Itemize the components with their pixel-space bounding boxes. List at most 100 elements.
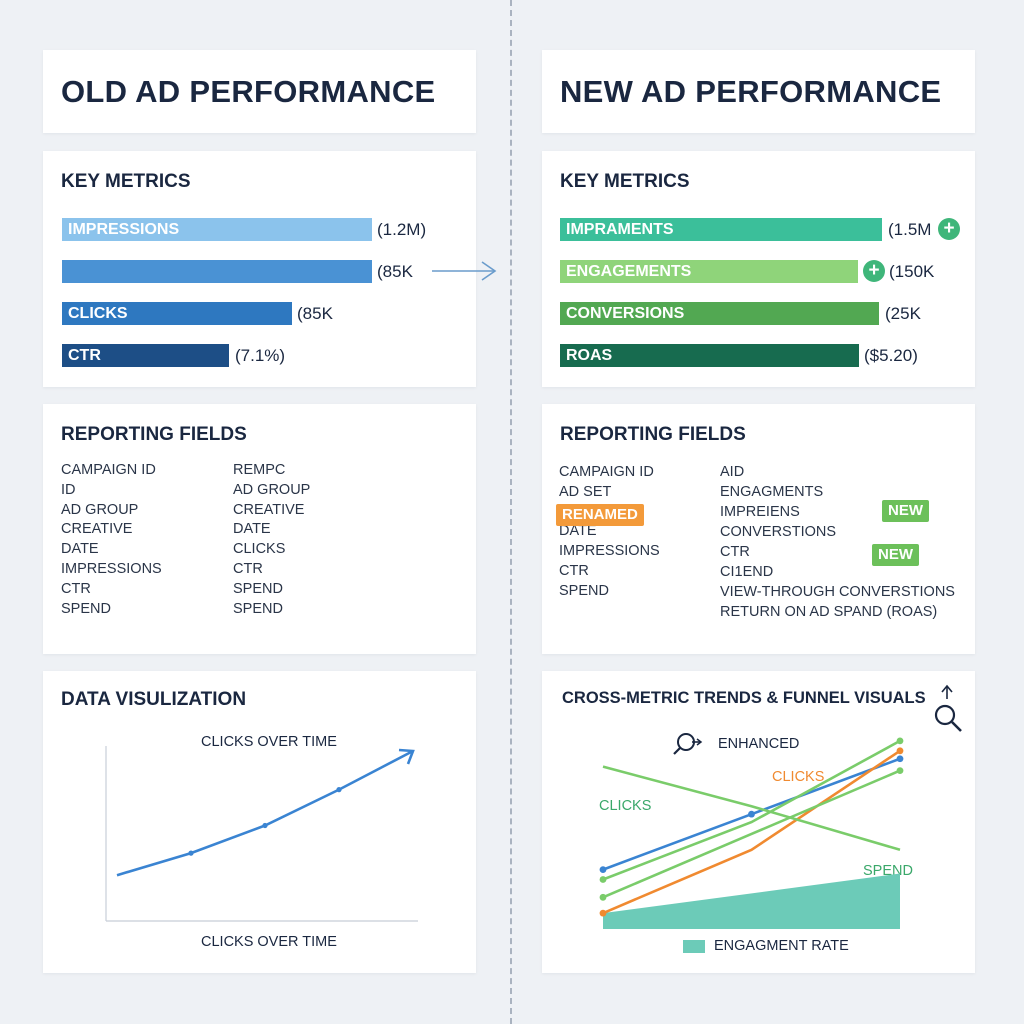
new-field-item: AD SET [559, 483, 612, 500]
new-bar-label: CONVERSIONS [566, 305, 685, 322]
old-field-item: CAMPAIGN ID [61, 462, 156, 478]
old-field-item: AD GROUP [61, 501, 139, 518]
new-bar-value: (25K [885, 304, 921, 323]
old-bar-ctr[interactable]: CTR [62, 344, 229, 367]
old-title-card: OLD AD PERFORMANCE [43, 50, 476, 133]
new-field-item: AID [720, 464, 745, 480]
new-field-item: SPEND [559, 582, 609, 599]
old-field-item: DATE [61, 541, 99, 558]
new-reporting-fields-heading: REPORTING FIELDS [560, 424, 746, 445]
new-field-item: CTR [720, 544, 750, 560]
new-bar-label: IMPRAMENTS [566, 221, 674, 238]
old-bar-impressions[interactable]: IMPRESSIONS [62, 218, 372, 241]
new-bar-label: ROAS [566, 347, 613, 364]
old-bar-label: CLICKS [68, 305, 128, 322]
enhanced-search-icon [673, 733, 703, 755]
old-bar-value: (7.1%) [235, 346, 286, 365]
old-page-title: OLD AD PERFORMANCE [61, 74, 436, 109]
new-field-item: ENGAGMENTS [720, 484, 824, 500]
old-field-item: SPEND [233, 580, 283, 597]
new-page-title: NEW AD PERFORMANCE [560, 74, 942, 109]
old-field-item: CLICKS [233, 541, 286, 558]
old-field-item: CTR [233, 561, 263, 577]
green-line-up [602, 739, 901, 881]
old-chart-x-label: CLICKS OVER TIME [201, 934, 337, 950]
renamed-tag: RENAMED [556, 504, 644, 526]
old-line-chart [105, 746, 418, 922]
new-field-item: CAMPAIGN ID [559, 464, 654, 480]
old-key-metrics-card: KEY METRICS IMPRESSIONS (1.2M) (85K CLIC… [43, 151, 476, 387]
old-field-item: SPEND [233, 600, 283, 617]
old-key-metrics-heading: KEY METRICS [61, 171, 191, 192]
center-divider [510, 0, 512, 1024]
data-point [599, 866, 607, 873]
data-point [599, 876, 607, 883]
new-key-metrics-heading: KEY METRICS [560, 171, 690, 192]
series-label-spend: SPEND [863, 863, 913, 879]
old-bar-value: (1.2M) [377, 220, 427, 239]
data-point [188, 850, 194, 856]
new-field-item: CI1END [720, 564, 774, 580]
new-field-item: VIEW-THROUGH CONVERSTIONS [720, 584, 955, 600]
new-bar-value: (150K [889, 262, 935, 281]
data-point [336, 787, 342, 793]
data-point [748, 810, 755, 818]
zoom-search-icon[interactable] [542, 671, 975, 973]
data-point [896, 755, 904, 763]
plus-circle-icon[interactable]: + [938, 218, 960, 240]
new-bar-conversions[interactable]: CONVERSIONS [560, 302, 879, 325]
clicks-line [116, 749, 414, 877]
old-reporting-fields-heading: REPORTING FIELDS [61, 424, 247, 445]
new-tag: NEW [882, 500, 929, 522]
engagement-rate-area [603, 873, 900, 929]
old-field-item: DATE [233, 521, 271, 538]
new-bar-impraments[interactable]: IMPRAMENTS [560, 218, 882, 241]
data-point [599, 893, 607, 901]
old-data-visualization-heading: DATA VISULIZATION [61, 689, 247, 710]
clicks-orange-line [602, 749, 901, 915]
old-bar-label: CTR [68, 347, 101, 364]
spend-line [602, 765, 901, 852]
new-bar-label: ENGAGEMENTS [566, 263, 692, 280]
old-chart-title: CLICKS OVER TIME [201, 734, 337, 750]
old-bar-label: IMPRESSIONS [68, 221, 180, 238]
plus-circle-icon[interactable]: + [863, 260, 885, 282]
new-key-metrics-card: KEY METRICS IMPRAMENTS (1.5M + ENGAGEMEN… [542, 151, 975, 387]
green-line-mid [602, 769, 901, 899]
data-point [262, 822, 268, 829]
new-data-visualization-heading: CROSS-METRIC TRENDS & FUNNEL VISUALS [562, 689, 926, 707]
old-bar-clicks[interactable]: CLICKS [62, 302, 292, 325]
new-data-visualization-card: CROSS-METRIC TRENDS & FUNNEL VISUALS ENH… [542, 671, 975, 973]
old-field-item: SPEND [61, 600, 111, 617]
new-tag: NEW [872, 544, 919, 566]
new-field-item: CONVERSTIONS [720, 524, 837, 540]
old-field-item: CTR [61, 580, 91, 597]
old-bar-value: (85K [377, 262, 413, 281]
old-bar-unlabeled[interactable] [62, 260, 372, 283]
old-bar-value: (85K [297, 304, 333, 323]
old-field-item: ID [61, 481, 76, 498]
series-label-clicks-green: CLICKS [599, 798, 652, 814]
data-point [896, 737, 904, 745]
series-label-clicks-orange: CLICKS [772, 769, 825, 785]
new-bar-value: ($5.20) [864, 346, 918, 365]
new-bar-value: (1.5M [888, 220, 932, 239]
new-field-item: IMPRESSIONS [559, 543, 660, 560]
legend-label-engagement-rate: ENGAGMENT RATE [714, 938, 849, 954]
new-bar-roas[interactable]: ROAS [560, 344, 859, 367]
data-point [896, 767, 904, 774]
old-data-visualization-card: DATA VISULIZATION CLICKS OVER TIME CLICK… [43, 671, 476, 973]
new-field-item: CTR [559, 563, 589, 579]
old-reporting-fields-card: REPORTING FIELDS CAMPAIGN ID ID AD GROUP CR… [43, 404, 476, 654]
new-field-item: RETURN ON AD SPAND (ROAS) [720, 604, 938, 620]
trend-arrow-icon [398, 748, 415, 765]
old-field-item: CREATIVE [233, 501, 305, 518]
old-field-item: IMPRESSIONS [61, 561, 162, 577]
data-point [896, 747, 904, 755]
new-field-item: DATE [559, 523, 597, 540]
old-field-item: CREATIVE [61, 521, 133, 538]
new-title-card: NEW AD PERFORMANCE [542, 50, 975, 133]
new-bar-engagements[interactable]: ENGAGEMENTS [560, 260, 858, 283]
old-field-item: REMPC [233, 462, 286, 478]
